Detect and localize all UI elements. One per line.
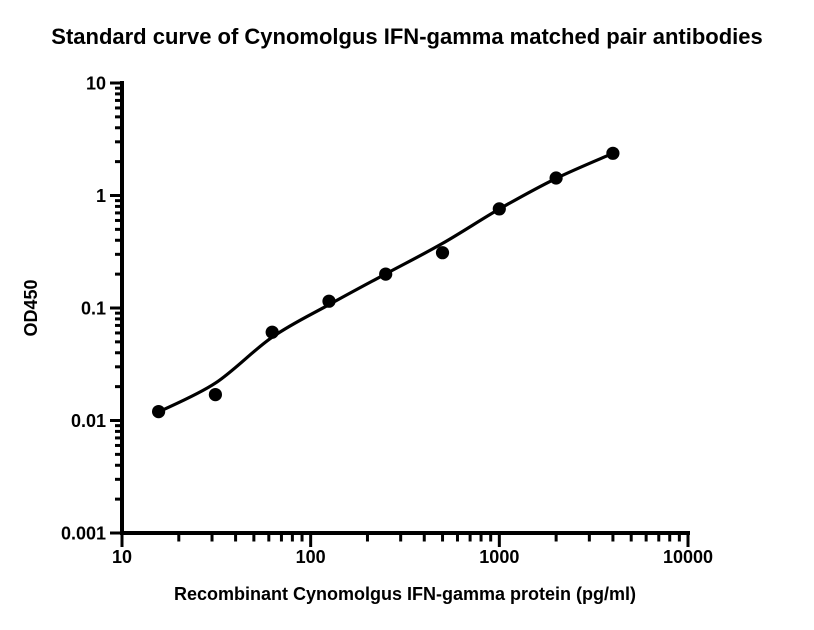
data-point-marker [322, 294, 336, 308]
chart-title: Standard curve of Cynomolgus IFN-gamma m… [51, 24, 762, 49]
data-point-marker [265, 325, 279, 339]
x-tick-label: 1000 [479, 547, 519, 567]
data-point-marker [379, 267, 393, 281]
x-axis-title: Recombinant Cynomolgus IFN-gamma protein… [174, 584, 636, 604]
axes: 10 100 1000 10000 0.001 0.01 0.1 1 10 [61, 74, 713, 568]
data-point-marker [208, 388, 222, 402]
x-tick-label: 10000 [663, 547, 713, 567]
data-point-marker [435, 246, 450, 260]
y-tick-label: 1 [96, 186, 106, 206]
y-tick-label: 0.001 [61, 524, 106, 544]
y-axis-title: OD450 [21, 279, 41, 336]
x-tick-label: 100 [296, 547, 326, 567]
y-tick-label: 10 [86, 74, 106, 94]
x-tick-label: 10 [112, 547, 132, 567]
data-point-marker [492, 202, 506, 216]
data-point-marker [606, 146, 620, 160]
fit-curve-line [157, 151, 615, 414]
y-tick-label: 0.1 [81, 299, 106, 319]
plot-series [152, 146, 620, 419]
y-tick-label: 0.01 [71, 411, 106, 431]
data-point-marker [152, 405, 166, 419]
data-point-marker [549, 171, 563, 185]
